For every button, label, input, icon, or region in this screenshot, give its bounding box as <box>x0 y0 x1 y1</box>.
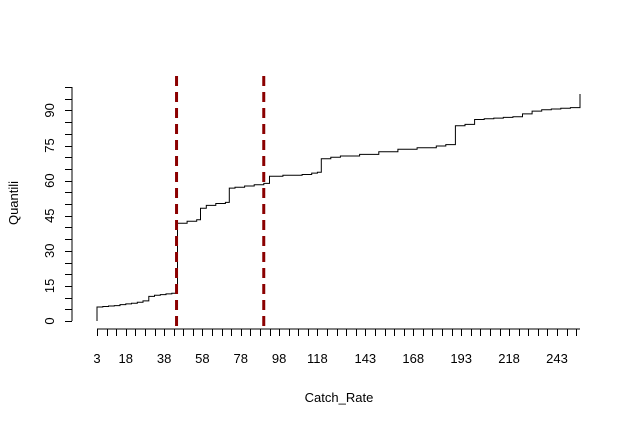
y-tick-label: 45 <box>42 208 57 222</box>
x-tick-label: 143 <box>354 351 376 366</box>
quantile-step-line <box>96 94 581 321</box>
series-layer <box>96 94 581 321</box>
x-tick-label: 118 <box>307 351 328 366</box>
y-tick-label: 30 <box>42 244 57 258</box>
x-tick-label: 98 <box>272 351 286 366</box>
y-tick-label: 15 <box>42 279 57 293</box>
x-axis-label: Catch_Rate <box>305 390 374 405</box>
y-axis: 0 15 30 45 60 75 90 <box>42 87 73 325</box>
x-tick-label: 218 <box>498 351 520 366</box>
x-tick-label: 18 <box>119 351 133 366</box>
vline-layer <box>175 76 266 329</box>
x-axis: 3 18 38 58 78 98 118 143 168 193 218 243 <box>93 328 580 366</box>
x-tick-label: 38 <box>157 351 171 366</box>
x-tick-label: 58 <box>195 351 209 366</box>
y-tick-label: 90 <box>42 103 57 117</box>
x-tick-label: 243 <box>546 351 568 366</box>
x-tick-label: 3 <box>93 351 100 366</box>
y-axis-label: Quantili <box>6 181 21 225</box>
y-tick-label: 75 <box>42 138 57 152</box>
x-tick-label: 168 <box>402 351 424 366</box>
y-tick-label: 0 <box>42 317 57 324</box>
x-tick-label: 193 <box>450 351 472 366</box>
x-tick-label: 78 <box>234 351 248 366</box>
y-tick-label: 60 <box>42 173 57 187</box>
